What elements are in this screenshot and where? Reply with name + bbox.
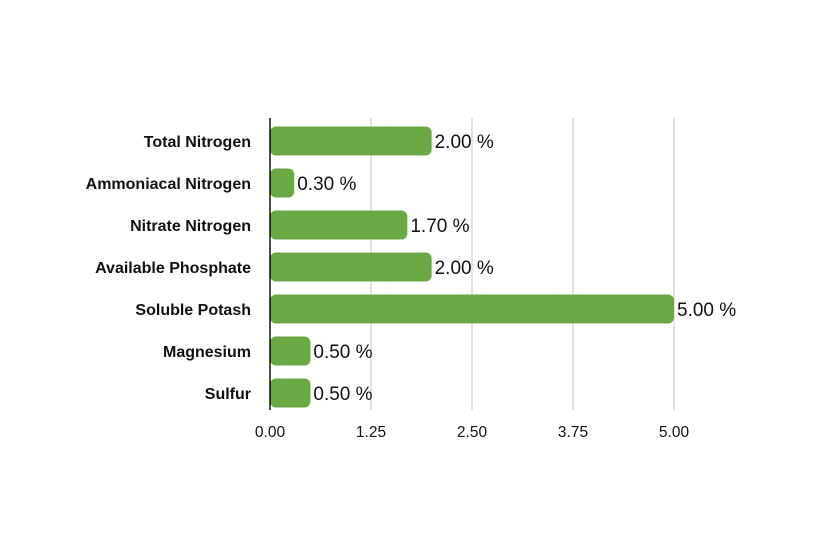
category-label: Available Phosphate [95,260,251,277]
x-tick-label: 3.75 [558,424,588,441]
x-tick-label: 2.50 [457,424,488,441]
bar [270,294,674,324]
x-tick-label: 5.00 [659,424,690,441]
data-label: 5.00 % [677,300,736,321]
data-label: 0.30 % [297,174,356,195]
data-label: 2.00 % [435,132,494,153]
data-label: 1.70 % [410,216,469,237]
bar-layer [270,126,674,408]
data-label: 0.50 % [313,342,372,363]
category-label: Nitrate Nitrogen [130,218,251,235]
bar [270,210,408,240]
label-layer: 0.00 1.25 2.50 3.75 5.00 Total Nitrogen 2.00 %… [86,132,737,441]
category-label: Soluble Potash [135,302,251,319]
data-label: 2.00 % [435,258,494,279]
category-label: Total Nitrogen [144,134,251,151]
bar [270,378,311,408]
bar [270,336,311,366]
category-label: Magnesium [163,344,251,361]
category-label: Sulfur [205,386,251,403]
bar [270,168,295,198]
bar [270,126,432,156]
bar [270,252,432,282]
data-label: 0.50 % [313,384,372,405]
x-tick-label: 0.00 [255,424,286,441]
category-label: Ammoniacal Nitrogen [86,176,251,193]
x-tick-label: 1.25 [356,424,386,441]
